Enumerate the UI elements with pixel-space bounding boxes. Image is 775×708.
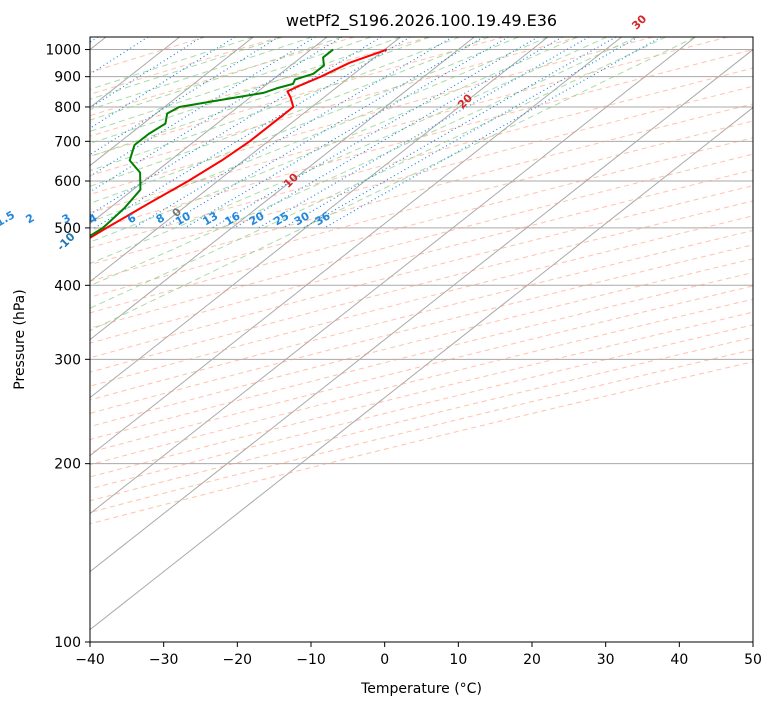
x-tick-label: 10 [449,652,467,668]
y-tick-label: 300 [54,352,81,368]
y-tick-label: 1000 [45,43,81,59]
dry-adiabat-line [90,349,753,513]
x-tick-label: −20 [223,652,253,668]
dry-adiabat-line [90,37,728,214]
y-tick-label: 100 [54,635,81,651]
moist-adiabat-line [90,37,490,187]
dry-adiabat-line [90,103,753,282]
isotherm-line [90,37,549,399]
dry-adiabat-line [90,229,753,401]
moist-adiabat-line [90,37,342,121]
y-tick-label: 200 [54,457,81,473]
dry-adiabat-line [90,169,753,344]
x-axis-label: Temperature (°C) [360,681,482,697]
isotherm-line [90,37,328,225]
moist-adiabat-line [90,37,608,264]
isotherm-line [90,37,254,167]
dry-adiabat-line [90,67,753,249]
isotherm-line [90,37,401,283]
y-tick-label: 500 [54,221,81,237]
dry-adiabat-line [90,324,753,490]
y-tick-label: 900 [54,70,81,86]
y-tick-label: 800 [54,100,81,116]
mixing-ratio-line [211,37,539,229]
moist-adiabat-line [90,37,519,204]
x-tick-label: −10 [296,652,326,668]
isotherm-line [90,37,696,515]
temperature-profile-line [90,48,388,239]
chart-title: wetPf2_S196.2026.100.19.49.E36 [286,11,557,31]
moist-adiabat-line [90,37,667,309]
x-tick-label: 40 [670,652,688,668]
dewpoint-profile-line [90,48,334,238]
moist-adiabat-line [90,37,313,110]
moist-adiabat-line [90,37,696,332]
x-tick-label: 20 [523,652,541,668]
dry-adiabat-line [90,49,753,231]
y-tick-label: 700 [54,134,81,150]
mixing-ratio-line [90,37,236,129]
dry-adiabat-line [90,272,753,440]
mixing-ratio-line [133,37,453,229]
dry-adiabat-line [90,153,753,329]
mixing-ratio-line [90,37,316,177]
y-tick-label: 600 [54,174,81,190]
isotherm-line [90,106,753,631]
mixing-ratio-line [324,37,662,229]
y-tick-label: 400 [54,278,81,294]
dry-adiabat-line [90,37,504,157]
isotherm-line [90,37,622,457]
moist-adiabat-line [90,37,578,243]
plot-frame [89,36,754,643]
dry-adiabat-line [90,361,753,525]
dry-adiabat-line [90,85,753,266]
y-axis-label: Pressure (hPa) [12,289,28,389]
x-tick-label: 30 [597,652,615,668]
isotherm-line [90,48,753,573]
dry-adiabat-line [90,37,280,95]
x-tick-label: 0 [380,652,389,668]
x-tick-label: −30 [149,652,179,668]
mixing-ratio-line [233,37,563,229]
x-tick-label: 50 [744,652,762,668]
x-tick-label: −40 [75,652,105,668]
dry-adiabat-line [90,37,654,195]
mixing-ratio-line [90,37,280,156]
dry-adiabat-line [90,311,753,478]
